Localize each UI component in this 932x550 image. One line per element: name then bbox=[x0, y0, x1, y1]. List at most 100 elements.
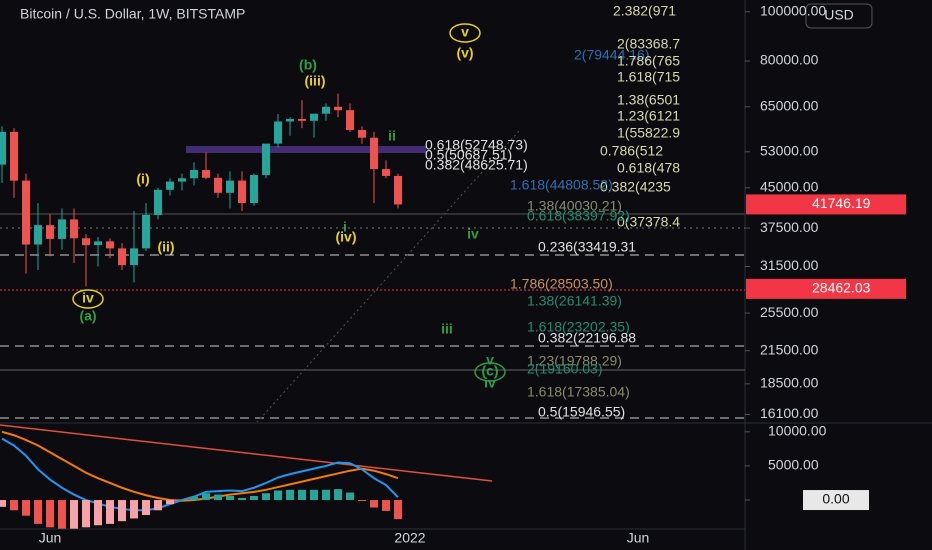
histogram-bar bbox=[370, 500, 378, 508]
candle-body bbox=[82, 238, 90, 246]
histogram-bar bbox=[202, 493, 210, 501]
candle-body bbox=[250, 175, 258, 204]
candle-body bbox=[334, 106, 342, 111]
wave-label: ii bbox=[388, 128, 396, 144]
candle-body bbox=[322, 106, 330, 114]
currency-button[interactable] bbox=[805, 3, 873, 29]
fib-label: 0.618(52748.73) bbox=[425, 137, 528, 153]
chart-title: Bitcoin / U.S. Dollar, 1W, BITSTAMP bbox=[20, 6, 245, 22]
candle-body bbox=[202, 169, 210, 178]
y-tick-label: 65000.00 bbox=[760, 97, 819, 113]
fib-label: 1.38(26141.39) bbox=[527, 293, 622, 309]
fib-label: 0.5(50687.51) bbox=[425, 147, 512, 163]
indicator-trendline bbox=[0, 424, 493, 482]
x-tick-label: Jun bbox=[39, 530, 62, 546]
histogram-bar bbox=[394, 500, 402, 520]
histogram-bar bbox=[58, 500, 66, 529]
candle-body bbox=[274, 121, 282, 144]
candle-body bbox=[166, 181, 174, 190]
wave-label: (b) bbox=[299, 57, 317, 73]
candle-body bbox=[58, 219, 66, 239]
histogram-bar bbox=[166, 500, 174, 505]
histogram-bar bbox=[106, 500, 114, 524]
wave-label: (v) bbox=[456, 45, 473, 61]
candle-body bbox=[382, 169, 390, 176]
candle-body bbox=[106, 241, 114, 249]
histogram-bar bbox=[382, 500, 390, 511]
fib-label: 0.786(512 bbox=[600, 143, 663, 159]
fib-label: 1.618(23202.35) bbox=[527, 319, 630, 335]
fib-label: 1.618(715 bbox=[617, 69, 680, 85]
candle-body bbox=[10, 131, 18, 181]
candle-body bbox=[70, 219, 78, 239]
x-tick-label: Jun bbox=[627, 530, 650, 546]
histogram-bar bbox=[250, 495, 258, 501]
histogram-bar bbox=[310, 489, 318, 501]
y-tick-label: 80000.00 bbox=[760, 52, 819, 68]
histogram-bar bbox=[214, 494, 222, 501]
candle-body bbox=[238, 180, 246, 204]
fib-label: 1.23(19788.29) bbox=[527, 353, 622, 369]
wave-label: (ii) bbox=[157, 239, 174, 255]
currency-label[interactable]: USD bbox=[824, 7, 854, 23]
candle-body bbox=[298, 118, 306, 121]
fib-label: 0.5(15946.55) bbox=[538, 404, 625, 420]
candle-body bbox=[310, 113, 318, 121]
indicator-line bbox=[1, 430, 399, 502]
fib-label: 2(19160.03) bbox=[527, 361, 603, 377]
wave-label: i bbox=[343, 219, 347, 235]
histogram-bar bbox=[226, 495, 234, 501]
histogram-bar bbox=[286, 489, 294, 501]
candle-body bbox=[358, 130, 366, 138]
histogram-bar bbox=[22, 500, 30, 516]
histogram-bar bbox=[118, 500, 126, 522]
price-pane: 2.382(9712(83368.72(79444.16)1.786(7651.… bbox=[0, 3, 680, 420]
trend-line bbox=[256, 129, 521, 422]
price-badge bbox=[746, 194, 906, 215]
histogram-bar bbox=[130, 500, 138, 519]
candle-body bbox=[154, 189, 162, 215]
wave-label: iv bbox=[467, 226, 479, 242]
fib-zone bbox=[186, 146, 426, 153]
wave-label: (iv) bbox=[336, 229, 357, 245]
fib-label: 1(55822.9 bbox=[617, 125, 680, 141]
zero-badge bbox=[803, 490, 869, 511]
histogram-bar bbox=[274, 490, 282, 501]
candle-body bbox=[130, 248, 138, 266]
y-tick-label: 16100.00 bbox=[760, 405, 819, 421]
fib-label: 0.236(33419.31 bbox=[538, 239, 636, 255]
fib-label: 2(79444.16) bbox=[574, 47, 650, 63]
wave-label: v bbox=[486, 352, 494, 368]
wave-label: (i) bbox=[136, 171, 149, 187]
indicator-line bbox=[1, 437, 399, 512]
price-badge-label: 41746.19 bbox=[812, 195, 871, 211]
candle-body bbox=[46, 225, 54, 239]
candle-body bbox=[394, 175, 402, 205]
wave-label: (iii) bbox=[305, 73, 326, 89]
y-tick-label: 18500.00 bbox=[760, 375, 819, 391]
candle-body bbox=[370, 137, 378, 170]
candle-body bbox=[262, 143, 270, 176]
candle-body bbox=[214, 177, 222, 193]
candle-body bbox=[346, 110, 354, 131]
candle-body bbox=[34, 225, 42, 245]
histogram-bar bbox=[142, 500, 150, 516]
y-tick-label: 31500.00 bbox=[760, 257, 819, 273]
y-tick-label: 37500.00 bbox=[760, 219, 819, 235]
candle-body bbox=[22, 180, 30, 245]
fib-label: 2.382(971 bbox=[613, 3, 676, 19]
histogram-bar bbox=[34, 500, 42, 524]
fib-label: 1.38(40030.21) bbox=[527, 198, 622, 214]
fib-label: 0.618(38397.92) bbox=[527, 208, 630, 224]
candle-body bbox=[178, 178, 186, 182]
candle-body bbox=[94, 241, 102, 246]
fib-label: 2(83368.7 bbox=[617, 36, 680, 52]
y-tick-label: 100000.00 bbox=[760, 3, 826, 19]
wave-circle bbox=[474, 362, 506, 382]
fib-label: 1.38(6501 bbox=[617, 92, 680, 108]
histogram-bar bbox=[10, 500, 18, 511]
fib-label: 0(37378.4 bbox=[617, 214, 680, 230]
wave-label: (a) bbox=[79, 308, 96, 324]
fib-label: 0.382(48625.71) bbox=[425, 157, 528, 173]
